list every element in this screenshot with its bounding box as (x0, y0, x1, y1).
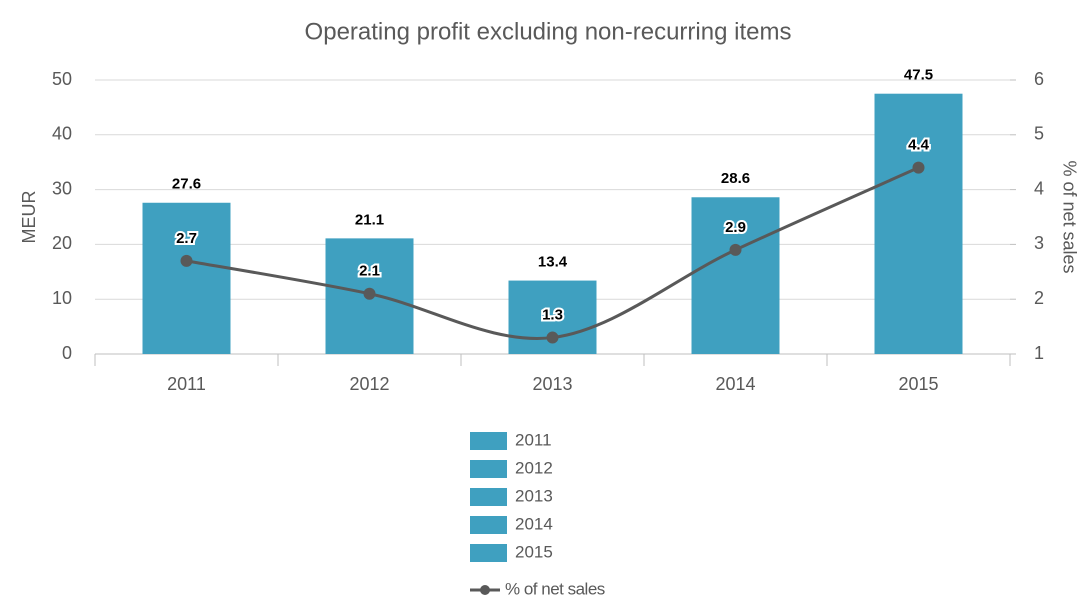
legend-label: 2013 (515, 486, 553, 505)
bar-value-label: 21.1 (355, 211, 384, 228)
legend-label: 2014 (515, 514, 553, 533)
y2-axis-title: % of net sales (1059, 160, 1079, 273)
bar-value-label: 27.6 (172, 176, 201, 193)
y2-tick-label: 5 (1034, 124, 1044, 144)
legend-swatch (470, 488, 507, 506)
y-tick-label: 0 (62, 343, 72, 363)
chart-title: Operating profit excluding non-recurring… (305, 18, 792, 45)
y-tick-label: 30 (52, 178, 72, 198)
legend-label: % of net sales (505, 579, 605, 598)
bar (142, 202, 231, 354)
y-tick-label: 10 (52, 288, 72, 308)
x-tick-label: 2015 (898, 374, 938, 394)
legend-swatch (470, 432, 507, 450)
y2-tick-label: 3 (1034, 233, 1044, 253)
legend-label: 2015 (515, 542, 553, 561)
y2-tick-label: 4 (1034, 178, 1044, 198)
line-marker (363, 287, 376, 300)
y-tick-label: 20 (52, 233, 72, 253)
line-marker (729, 243, 742, 256)
y2-tick-label: 1 (1034, 343, 1044, 363)
bar-value-label: 28.6 (721, 170, 750, 187)
y-tick-label: 50 (52, 69, 72, 89)
line-value-label: 2.1 (359, 263, 380, 280)
x-tick-label: 2012 (349, 374, 389, 394)
x-tick-label: 2014 (715, 374, 755, 394)
y2-tick-label: 2 (1034, 288, 1044, 308)
y-axis-title: MEUR (19, 191, 39, 244)
x-tick-label: 2013 (532, 374, 572, 394)
bar (874, 93, 963, 354)
line-value-label: 2.9 (725, 219, 746, 236)
line-value-label: 4.4 (908, 137, 930, 154)
legend-marker (480, 585, 490, 595)
y-tick-label: 40 (52, 124, 72, 144)
line-value-label: 2.7 (176, 230, 197, 247)
bar-value-label: 47.5 (904, 67, 933, 84)
legend-swatch (470, 460, 507, 478)
bar (691, 197, 780, 354)
y2-tick-label: 6 (1034, 69, 1044, 89)
line-marker (546, 331, 559, 344)
line-marker (180, 254, 193, 267)
x-tick-label: 2011 (167, 374, 206, 394)
bar-value-label: 13.4 (538, 254, 568, 271)
line-marker (912, 161, 925, 174)
legend-label: 2011 (515, 430, 552, 449)
legend-label: 2012 (515, 458, 553, 477)
legend-swatch (470, 544, 507, 562)
line-value-label: 1.3 (542, 307, 563, 324)
legend-swatch (470, 516, 507, 534)
